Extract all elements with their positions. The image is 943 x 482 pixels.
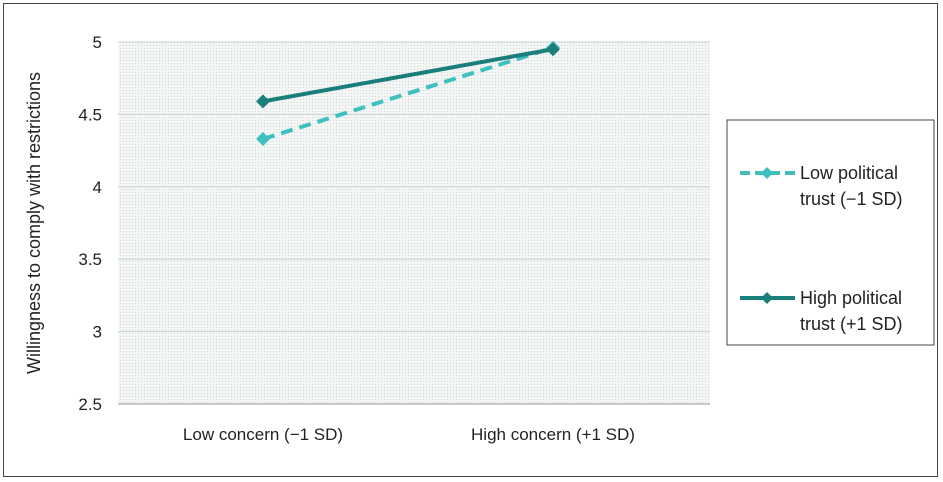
legend-marker-1 (761, 292, 773, 304)
legend-box (726, 119, 935, 346)
y-tick-label: 5 (93, 33, 102, 52)
data-point-marker (256, 132, 270, 147)
legend-label: trust (+1 SD) (800, 314, 903, 334)
data-point-marker (546, 42, 560, 57)
y-axis-ticks: 2.5 3 3.5 4 4.5 5 (78, 33, 102, 414)
y-tick-label: 4 (93, 178, 102, 197)
y-tick-label: 4.5 (78, 105, 102, 124)
y-axis-title: Willingness to comply with restrictions (24, 72, 44, 374)
x-tick-label: Low concern (−1 SD) (183, 425, 343, 444)
plot-area (118, 42, 710, 404)
x-axis-ticks: Low concern (−1 SD) High concern (+1 SD) (183, 425, 635, 444)
y-tick-label: 3.5 (78, 250, 102, 269)
legend-marker-0 (761, 167, 773, 179)
legend-label: Low political (800, 163, 898, 183)
y-tick-label: 2.5 (78, 395, 102, 414)
legend-label: High political (800, 288, 902, 308)
series-line-0 (262, 45, 554, 141)
y-tick-label: 3 (93, 323, 102, 342)
series-line-1 (262, 47, 554, 104)
data-point-marker (256, 94, 270, 109)
legend-label: trust (−1 SD) (800, 189, 903, 209)
gridlines (118, 41, 710, 333)
x-tick-label: High concern (+1 SD) (471, 425, 635, 444)
series-layer (256, 40, 560, 147)
legend: Low political trust (−1 SD) High political… (726, 119, 935, 346)
